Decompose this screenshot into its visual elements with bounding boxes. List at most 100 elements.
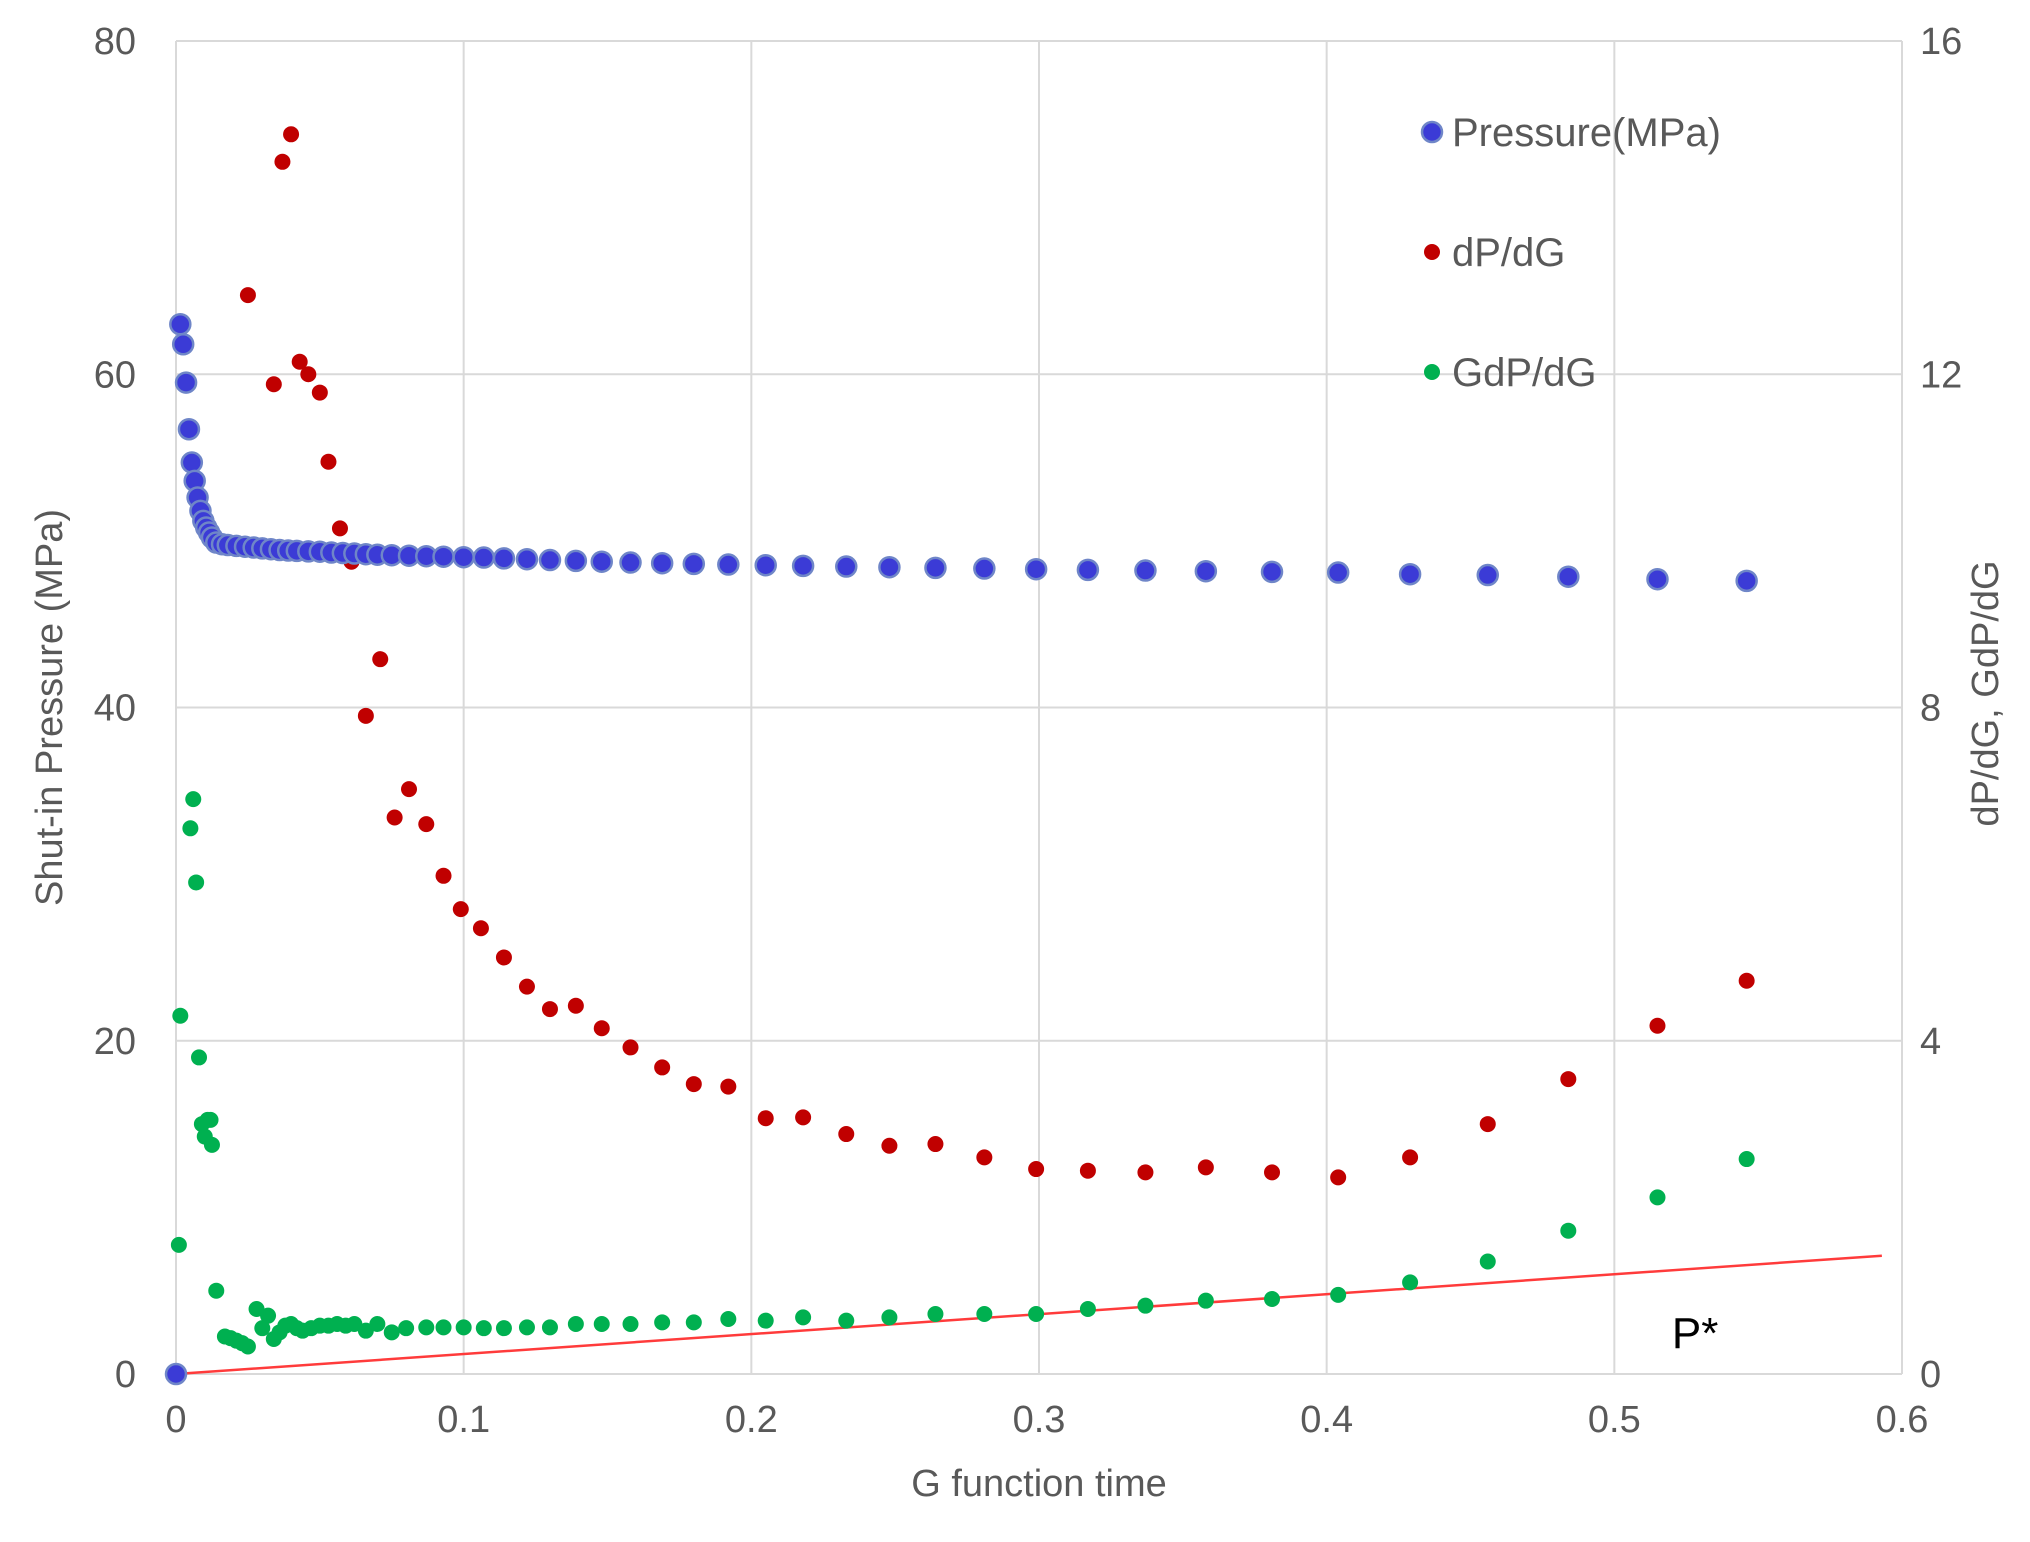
data-point-gdp-dg [685, 1314, 702, 1331]
data-point-dp-dg [720, 1078, 737, 1095]
y-tick-label: 80 [94, 21, 136, 63]
data-point-pressure-mpa [717, 553, 740, 576]
data-point-gdp-dg [1079, 1301, 1096, 1318]
data-point-dp-dg [1479, 1116, 1496, 1133]
data-point-dp-dg [654, 1059, 671, 1076]
data-point-pressure-mpa [174, 371, 198, 394]
data-point-pressure-mpa [1646, 567, 1669, 591]
data-point-pressure-mpa [1260, 560, 1284, 584]
data-point-gdp-dg [654, 1314, 671, 1331]
data-point-gdp-dg [383, 1324, 400, 1341]
data-point-dp-dg [881, 1137, 898, 1154]
data-point-pressure-mpa [538, 548, 562, 572]
series-gdp-dg [168, 791, 1755, 1382]
p-star-annotation: P* [1672, 1309, 1718, 1358]
legend-marker [1420, 120, 1444, 144]
data-point-dp-dg [593, 1020, 610, 1037]
data-point-gdp-dg [567, 1316, 584, 1333]
y-tick-label: 40 [94, 688, 136, 730]
data-point-gdp-dg [203, 1136, 220, 1153]
data-point-dp-dg [472, 920, 489, 937]
y-tick-label: 60 [94, 354, 136, 396]
data-point-dp-dg [1137, 1164, 1154, 1181]
data-point-pressure-mpa [515, 547, 539, 571]
data-point-pressure-mpa [650, 551, 674, 575]
y-tick-label: 20 [94, 1021, 136, 1063]
y2-tick-label: 8 [1920, 688, 1941, 730]
data-point-gdp-dg [418, 1319, 435, 1336]
data-point-pressure-mpa [177, 417, 201, 441]
data-point-gdp-dg [398, 1320, 415, 1337]
x-tick-label: 0.4 [1300, 1399, 1353, 1441]
data-point-gdp-dg [435, 1319, 452, 1336]
data-point-pressure-mpa [564, 549, 588, 573]
data-point-dp-dg [291, 353, 308, 370]
data-point-pressure-mpa [472, 546, 496, 569]
data-point-pressure-mpa [164, 1362, 188, 1386]
data-point-pressure-mpa [492, 547, 516, 570]
data-point-pressure-mpa [180, 451, 204, 474]
data-point-pressure-mpa [590, 550, 613, 573]
data-point-pressure-mpa [1134, 559, 1157, 582]
data-point-gdp-dg [182, 820, 199, 837]
y2-tick-label: 12 [1920, 354, 1962, 396]
axes: 0 20 40 60 80 0 4 8 12 16 0 0.1 0.2 0.3 0.4 0.5 0.6 [94, 21, 1963, 1441]
data-point-dp-dg [1402, 1149, 1419, 1166]
legend-marker [1424, 244, 1440, 260]
data-point-dp-dg [331, 520, 348, 537]
data-point-pressure-mpa [1194, 559, 1218, 583]
data-point-gdp-dg [593, 1316, 610, 1333]
data-point-pressure-mpa [432, 545, 455, 568]
data-point-dp-dg [274, 153, 291, 170]
data-point-pressure-mpa [835, 555, 858, 578]
data-point-gdp-dg [170, 1236, 187, 1253]
data-point-pressure-mpa [973, 557, 996, 580]
data-point-dp-dg [452, 901, 469, 918]
data-point-dp-dg [795, 1109, 812, 1126]
data-point-dp-dg [1738, 972, 1755, 989]
data-point-pressure-mpa [791, 554, 815, 578]
legend-label: GdP/dG [1452, 351, 1597, 395]
x-tick-label: 0.5 [1588, 1399, 1641, 1441]
data-point-gdp-dg [622, 1316, 639, 1333]
data-point-gdp-dg [260, 1307, 277, 1324]
legend-marker [1424, 364, 1440, 380]
data-point-dp-dg [311, 384, 328, 401]
y2-tick-label: 0 [1920, 1354, 1941, 1396]
data-point-dp-dg [518, 978, 535, 995]
x-tick-label: 0.6 [1876, 1399, 1929, 1441]
data-point-dp-dg [239, 287, 256, 304]
data-point-pressure-mpa [1326, 561, 1350, 584]
data-point-gdp-dg [1479, 1253, 1496, 1270]
data-point-pressure-mpa [1398, 562, 1422, 586]
x-tick-label: 0.3 [1013, 1399, 1066, 1441]
data-point-gdp-dg [1197, 1292, 1214, 1309]
data-point-gdp-dg [185, 791, 202, 808]
data-point-gdp-dg [254, 1320, 271, 1337]
data-point-gdp-dg [976, 1306, 993, 1323]
data-points [164, 126, 1758, 1386]
data-point-gdp-dg [202, 1111, 219, 1128]
data-point-gdp-dg [1738, 1151, 1755, 1168]
data-point-gdp-dg [757, 1312, 774, 1329]
data-point-dp-dg [1649, 1017, 1666, 1034]
data-point-pressure-mpa [171, 333, 195, 356]
data-point-pressure-mpa [754, 553, 777, 577]
data-point-gdp-dg [795, 1309, 812, 1326]
data-point-dp-dg [927, 1136, 944, 1153]
data-point-dp-dg [1560, 1071, 1577, 1088]
axis-titles: P* G function time Shut-in Pressure (MPa) d… [29, 509, 2007, 1505]
series-dp-dg [168, 126, 1755, 1382]
data-point-pressure-mpa [1476, 563, 1500, 587]
legend: Pressure(MPa) dP/dG GdP/dG [1420, 111, 1721, 395]
data-point-dp-dg [838, 1126, 855, 1143]
data-point-pressure-mpa [1024, 557, 1048, 581]
data-point-dp-dg [372, 651, 389, 668]
data-point-gdp-dg [927, 1306, 944, 1323]
y2-tick-label: 4 [1920, 1021, 1941, 1063]
data-point-gdp-dg [1137, 1297, 1154, 1314]
data-point-gdp-dg [495, 1320, 512, 1337]
data-point-gdp-dg [1264, 1291, 1281, 1308]
data-point-pressure-mpa [169, 313, 192, 336]
